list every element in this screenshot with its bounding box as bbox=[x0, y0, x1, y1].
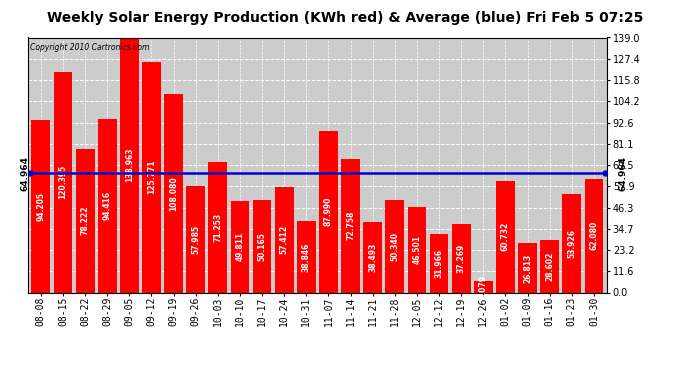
Text: 87.990: 87.990 bbox=[324, 197, 333, 226]
Text: 60.732: 60.732 bbox=[501, 222, 510, 251]
Bar bbox=[540, 240, 559, 292]
Text: 94.416: 94.416 bbox=[103, 191, 112, 220]
Text: 78.222: 78.222 bbox=[81, 206, 90, 236]
Text: 138.963: 138.963 bbox=[125, 148, 134, 182]
Bar bbox=[430, 234, 448, 292]
Text: 31.966: 31.966 bbox=[435, 249, 444, 278]
Text: 62.080: 62.080 bbox=[589, 221, 598, 250]
Bar bbox=[32, 120, 50, 292]
Text: 125.771: 125.771 bbox=[147, 160, 156, 194]
Bar bbox=[253, 201, 271, 292]
Text: 26.813: 26.813 bbox=[523, 253, 532, 282]
Text: 38.846: 38.846 bbox=[302, 242, 310, 272]
Bar bbox=[98, 119, 117, 292]
Bar bbox=[452, 224, 471, 292]
Text: 6.079: 6.079 bbox=[479, 275, 488, 299]
Bar bbox=[408, 207, 426, 292]
Text: Copyright 2010 Cartronics.com: Copyright 2010 Cartronics.com bbox=[30, 43, 150, 52]
Bar bbox=[319, 131, 338, 292]
Bar bbox=[76, 149, 95, 292]
Bar bbox=[341, 159, 360, 292]
Text: 71.253: 71.253 bbox=[213, 213, 222, 242]
Bar bbox=[518, 243, 537, 292]
Bar bbox=[186, 186, 205, 292]
Bar bbox=[562, 194, 581, 292]
Text: 94.205: 94.205 bbox=[37, 192, 46, 220]
Bar bbox=[297, 221, 316, 292]
Bar bbox=[584, 178, 603, 292]
Bar bbox=[474, 281, 493, 292]
Text: 46.501: 46.501 bbox=[413, 236, 422, 264]
Bar bbox=[54, 72, 72, 292]
Bar bbox=[120, 38, 139, 292]
Text: 57.412: 57.412 bbox=[279, 225, 288, 254]
Text: 50.165: 50.165 bbox=[257, 232, 266, 261]
Text: 50.340: 50.340 bbox=[391, 232, 400, 261]
Bar bbox=[275, 187, 294, 292]
Bar bbox=[230, 201, 249, 292]
Text: 120.395: 120.395 bbox=[59, 165, 68, 199]
Bar bbox=[142, 62, 161, 292]
Text: 37.269: 37.269 bbox=[457, 244, 466, 273]
Text: 64.964: 64.964 bbox=[21, 156, 30, 191]
Text: 57.985: 57.985 bbox=[191, 225, 200, 254]
Bar bbox=[386, 200, 404, 292]
Text: 72.758: 72.758 bbox=[346, 211, 355, 240]
Text: 108.080: 108.080 bbox=[169, 176, 178, 211]
Text: 64.964: 64.964 bbox=[618, 156, 627, 191]
Bar bbox=[164, 94, 183, 292]
Text: Weekly Solar Energy Production (KWh red) & Average (blue) Fri Feb 5 07:25: Weekly Solar Energy Production (KWh red)… bbox=[47, 11, 643, 25]
Text: 53.926: 53.926 bbox=[567, 228, 576, 258]
Text: 38.493: 38.493 bbox=[368, 243, 377, 272]
Bar bbox=[364, 222, 382, 292]
Text: 28.602: 28.602 bbox=[545, 252, 554, 281]
Text: 49.811: 49.811 bbox=[235, 232, 244, 261]
Bar bbox=[208, 162, 227, 292]
Bar bbox=[496, 181, 515, 292]
